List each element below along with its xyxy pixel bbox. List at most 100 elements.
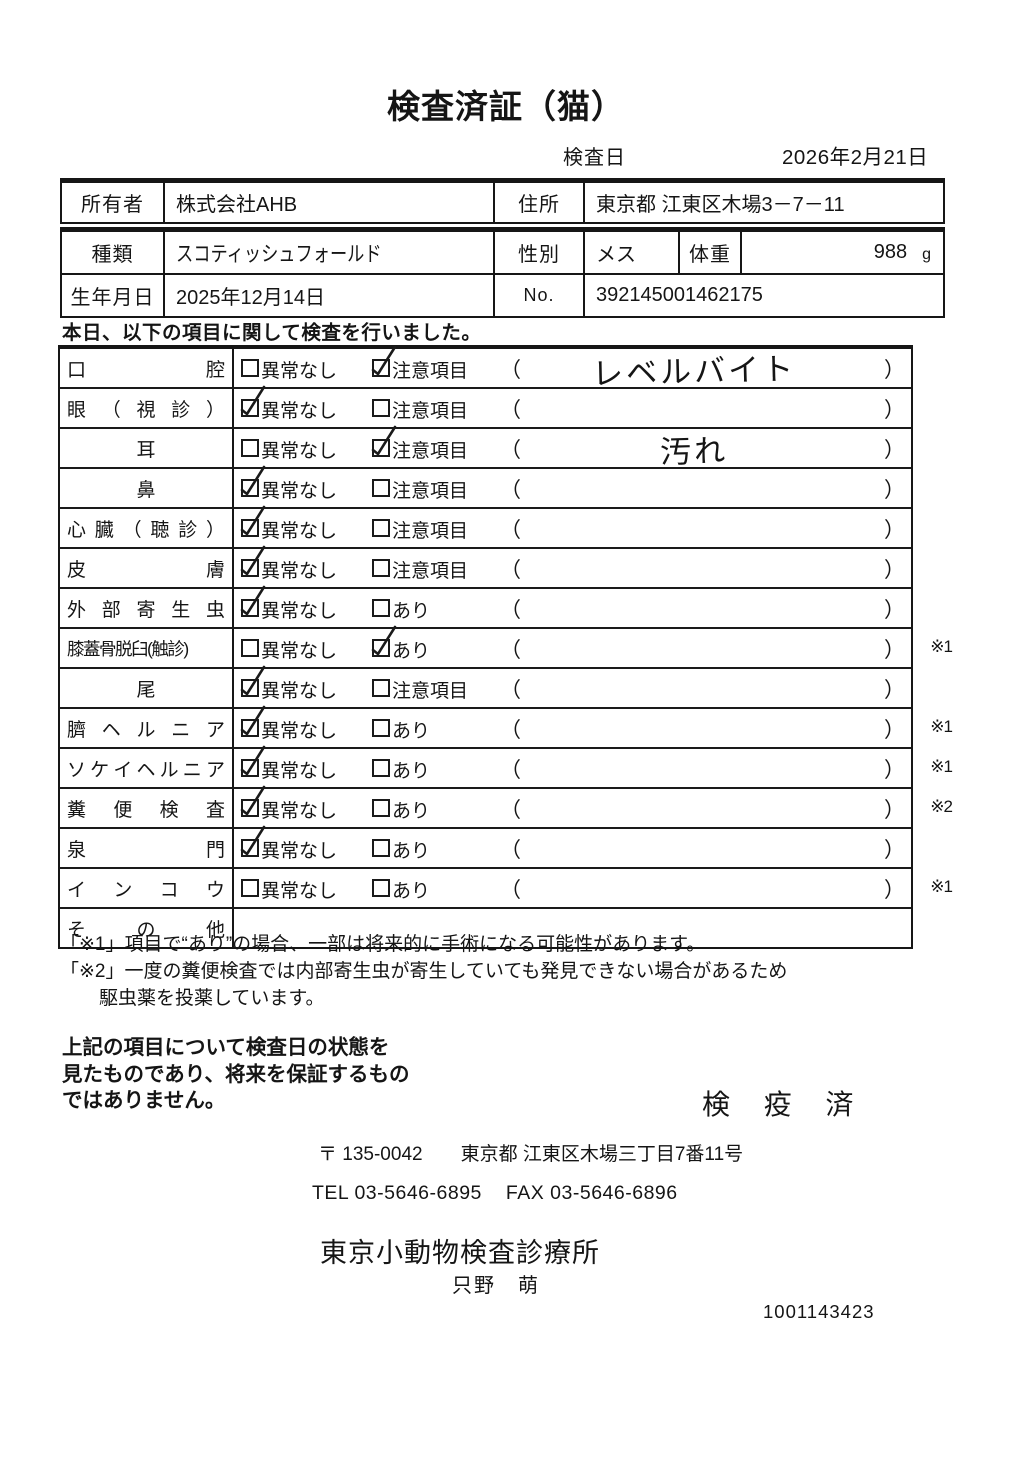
paren-close: ） (884, 479, 905, 502)
row-content: 異常なし あり （ ） (234, 585, 911, 627)
checkbox-no-abnormality (240, 385, 266, 417)
weight-label: 体重 (680, 232, 742, 273)
row-content: 異常なし 注意項目 （ ） (234, 665, 911, 707)
row-content: 異常なし あり （ ） ※1 (234, 705, 953, 747)
statement-line2: 見たものであり、将来を保証するもの (62, 1062, 410, 1086)
paren-close: ） (884, 719, 905, 742)
intro-line: 本日、以下の項目に関して検査を行いました。 (62, 322, 482, 344)
paren-open: （ (500, 839, 521, 862)
checkmark-icon (371, 625, 397, 656)
option-attention-label: 注意項目 (392, 441, 469, 462)
handwritten-note: 汚れ (659, 433, 729, 471)
footnote-mark: ※2 (930, 797, 953, 816)
checkmark-icon (240, 665, 266, 696)
paren-open: （ (500, 519, 521, 542)
row-content: 異常なし 注意項目 （ レベルバイト ） (234, 345, 911, 393)
paren-close: ） (884, 639, 905, 662)
birth-value: 2025年12月14日 (165, 275, 495, 316)
paren-close: ） (884, 559, 905, 582)
pet-table: 種類 スコティッシュフォールド 性別 メス 体重 988 g 生年月日 2025… (60, 227, 945, 318)
exam-date-label: 検査日 (563, 147, 626, 169)
table-row: 眼（視診） 異常なし 注意項目 （ ） (60, 385, 911, 429)
option-attention-label: あり (392, 721, 431, 742)
checkmark-icon (240, 585, 266, 616)
option-attention-label: あり (392, 761, 431, 782)
checkmark-icon (240, 785, 266, 816)
table-row: 膝蓋骨脱臼(触診) 異常なし あり （ ） ※1 (60, 625, 953, 669)
tel-number: TEL 03-5646-6895 (312, 1182, 482, 1204)
checkbox-attention (372, 519, 390, 537)
statement: 上記の項目について検査日の状態を 見たものであり、将来を保証するもの ではありま… (62, 1035, 462, 1115)
tel-line: TEL 03-5646-6895 FAX 03-5646-6896 (312, 1182, 678, 1205)
option-attention-label: あり (392, 841, 431, 862)
page-title: 検査済証（猫） (387, 88, 625, 125)
checkbox-attention (371, 345, 397, 377)
option-attention-label: あり (392, 881, 431, 902)
option-no-abnormality-label: 異常なし (261, 881, 338, 902)
option-no-abnormality-label: 異常なし (261, 401, 338, 422)
checkmark-icon (240, 505, 266, 536)
checkbox-attention (371, 625, 397, 657)
paren-close: ） (884, 759, 905, 782)
row-label: 口腔 (60, 349, 234, 387)
checkbox-no-abnormality (241, 359, 259, 377)
checkbox-attention (372, 759, 390, 777)
checkmark-icon (240, 705, 266, 736)
weight-value: 988 g (742, 232, 943, 273)
row-label: 尾 (60, 669, 234, 707)
option-no-abnormality-label: 異常なし (261, 561, 338, 582)
footnote-mark: ※1 (930, 637, 953, 656)
row-label: その他 (60, 909, 234, 947)
option-attention-label: 注意項目 (392, 521, 469, 542)
breed-label: 種類 (62, 232, 165, 273)
serial-number: 1001143423 (763, 1301, 875, 1322)
row-content: 異常なし あり （ ） ※2 (234, 785, 953, 827)
breed-value-text: スコティッシュフォールド (176, 242, 382, 266)
option-no-abnormality-label: 異常なし (261, 721, 338, 742)
paren-close: ） (884, 839, 905, 862)
checkbox-no-abnormality (240, 465, 266, 497)
table-row: 皮膚 異常なし 注意項目 （ ） (60, 545, 911, 589)
row-label: 糞便検査 (60, 789, 234, 827)
address-label: 住所 (495, 183, 585, 222)
footnote-2-line1: 「※2」一度の糞便検査では内部寄生虫が寄生していても発見できない場合があるため (60, 961, 788, 982)
option-no-abnormality-label: 異常なし (261, 601, 338, 622)
footnote-mark: ※1 (930, 717, 953, 736)
checkbox-no-abnormality (240, 745, 266, 777)
option-attention-label: 注意項目 (392, 681, 469, 702)
paren-close: ） (884, 799, 905, 822)
checkbox-attention (372, 719, 390, 737)
paren-open: （ (500, 879, 521, 902)
row-label: 心臓（聴診） (60, 509, 234, 547)
row-label: インコウ (60, 869, 234, 907)
checkbox-attention (372, 479, 390, 497)
paren-close: ） (884, 879, 905, 902)
row-content: 異常なし 注意項目 （ ） (234, 385, 911, 427)
checkbox-attention (372, 399, 390, 417)
no-label: No. (495, 275, 585, 316)
weight-unit: g (922, 246, 931, 263)
option-attention-label: あり (392, 601, 431, 622)
option-no-abnormality-label: 異常なし (261, 361, 338, 382)
checkbox-no-abnormality (240, 585, 266, 617)
checkbox-no-abnormality (240, 505, 266, 537)
paren-open: （ (500, 559, 521, 582)
table-row: その他 (60, 909, 911, 947)
weight-number: 988 (873, 241, 908, 263)
paren-close: ） (884, 359, 905, 382)
checkmark-icon (240, 825, 266, 856)
paren-open: （ (500, 359, 521, 382)
checkbox-no-abnormality (240, 545, 266, 577)
table-row: 鼻 異常なし 注意項目 （ ） (60, 465, 911, 509)
paren-open: （ (500, 719, 521, 742)
row-content: 異常なし あり （ ） ※1 (234, 869, 953, 907)
pet-row-birth: 生年月日 2025年12月14日 No. 392145001462175 (62, 275, 943, 316)
handwritten-note: レベルバイト (591, 351, 797, 393)
owner-table: 所有者 株式会社AHB 住所 東京都 江東区木場3－7－11 (60, 178, 945, 224)
checkbox-attention (372, 679, 390, 697)
row-label: ソケイヘルニア (60, 749, 234, 787)
option-no-abnormality-label: 異常なし (261, 521, 338, 542)
fax-number: FAX 03-5646-6896 (505, 1182, 678, 1204)
sex-label: 性別 (495, 232, 585, 273)
breed-value: スコティッシュフォールド (165, 232, 495, 273)
